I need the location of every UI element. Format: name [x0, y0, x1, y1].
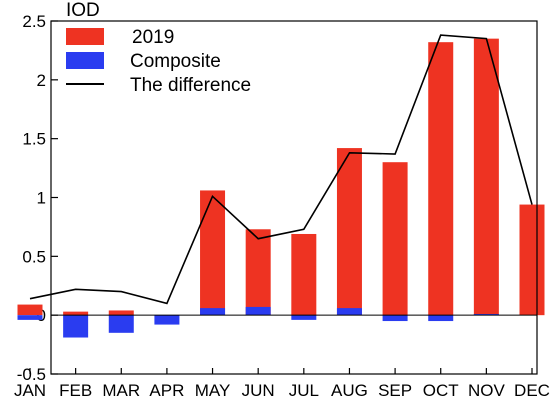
- bar-2019: [382, 162, 408, 316]
- x-tick-label: AUG: [331, 381, 368, 400]
- bar-2019: [473, 38, 499, 316]
- chart-title: IOD: [66, 0, 100, 21]
- x-tick-label: MAR: [102, 381, 140, 400]
- x-tick-label: JUN: [242, 381, 275, 400]
- x-tick-label: DEC: [514, 381, 550, 400]
- plot-frame: [50, 20, 538, 375]
- x-tick-label: FEB: [59, 381, 92, 400]
- y-tick-label: 1.5: [22, 130, 46, 149]
- x-axis-ticks: JAN FEB MAR APR MAY JUN JUL AUG SEP OCT NOV DEC: [14, 368, 550, 400]
- legend-label: 2019: [132, 27, 174, 48]
- legend-label: Composite: [130, 51, 221, 72]
- y-tick-label: 1: [37, 189, 46, 208]
- bar-marks: [17, 38, 545, 338]
- y-tick-label: 2.5: [22, 12, 46, 31]
- x-tick-label: NOV: [468, 381, 506, 400]
- bar-composite: [63, 315, 89, 338]
- bar-composite: [245, 306, 271, 316]
- y-tick-label: 2: [37, 71, 46, 90]
- bar-2019: [291, 233, 317, 316]
- bar-2019: [108, 310, 134, 316]
- x-tick-label: JUL: [289, 381, 319, 400]
- x-tick-label: APR: [149, 381, 184, 400]
- bar-2019: [63, 311, 89, 316]
- bar-composite: [17, 315, 43, 320]
- legend-swatch: [66, 52, 104, 69]
- bar-composite: [200, 308, 226, 316]
- bar-composite: [382, 315, 408, 322]
- bar-composite: [473, 313, 499, 316]
- x-tick-label: JAN: [14, 381, 46, 400]
- legend: 2019 Composite The difference: [66, 27, 251, 96]
- difference-line: [29, 34, 533, 305]
- x-tick-label: SEP: [378, 381, 412, 400]
- legend-label: The difference: [130, 75, 251, 96]
- x-tick-label: OCT: [423, 381, 459, 400]
- bar-2019: [428, 42, 454, 316]
- legend-swatch: [66, 28, 104, 45]
- bar-composite: [154, 315, 180, 325]
- y-tick-label: -0.5: [17, 365, 46, 384]
- y-tick-label: 0.5: [22, 247, 46, 266]
- bar-2019: [336, 148, 362, 316]
- bar-2019: [519, 204, 545, 316]
- y-axis-ticks: -0.500.511.522.5: [17, 12, 58, 384]
- bar-composite: [336, 308, 362, 316]
- bar-composite: [428, 315, 454, 322]
- bar-2019: [200, 190, 226, 316]
- bar-composite: [108, 315, 134, 333]
- bar-composite: [291, 315, 317, 320]
- bar-2019: [17, 304, 43, 316]
- bar-2019: [245, 229, 271, 316]
- x-tick-label: MAY: [195, 381, 231, 400]
